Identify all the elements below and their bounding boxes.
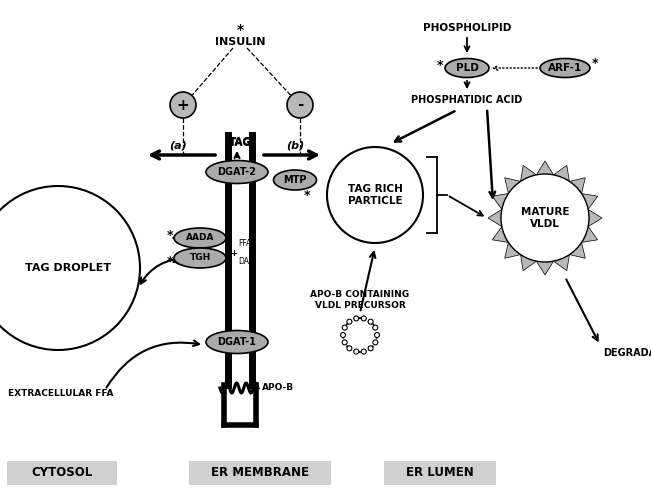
Text: *: * bbox=[167, 255, 173, 269]
Circle shape bbox=[342, 340, 347, 345]
Ellipse shape bbox=[174, 248, 226, 268]
Text: TAG RICH
PARTICLE: TAG RICH PARTICLE bbox=[348, 184, 402, 206]
Text: MTP: MTP bbox=[283, 175, 307, 185]
Ellipse shape bbox=[445, 59, 489, 78]
FancyBboxPatch shape bbox=[189, 461, 331, 485]
Text: +: + bbox=[230, 248, 238, 257]
Text: *: * bbox=[592, 57, 598, 69]
Circle shape bbox=[353, 349, 359, 354]
Polygon shape bbox=[553, 254, 570, 271]
Circle shape bbox=[373, 340, 378, 345]
Circle shape bbox=[373, 325, 378, 330]
Text: DAG: DAG bbox=[238, 257, 255, 267]
Circle shape bbox=[327, 147, 423, 243]
Text: DEGRADATION: DEGRADATION bbox=[603, 348, 651, 358]
Text: PLD: PLD bbox=[456, 63, 478, 73]
Text: *: * bbox=[167, 229, 173, 243]
Text: ARF-1: ARF-1 bbox=[548, 63, 582, 73]
Text: FFA: FFA bbox=[238, 240, 251, 248]
Circle shape bbox=[340, 333, 346, 338]
Polygon shape bbox=[492, 193, 508, 210]
Ellipse shape bbox=[174, 228, 226, 248]
Text: ER MEMBRANE: ER MEMBRANE bbox=[211, 466, 309, 480]
Text: APO-B: APO-B bbox=[262, 383, 294, 393]
Polygon shape bbox=[521, 165, 536, 182]
Text: -: - bbox=[297, 97, 303, 113]
Text: (a): (a) bbox=[169, 140, 187, 150]
Text: PHOSPHOLIPID: PHOSPHOLIPID bbox=[422, 23, 511, 33]
Text: TAG: TAG bbox=[229, 138, 251, 148]
Polygon shape bbox=[536, 161, 553, 175]
Polygon shape bbox=[492, 227, 508, 243]
Circle shape bbox=[368, 346, 373, 351]
Text: EXTRACELLULAR FFA: EXTRACELLULAR FFA bbox=[8, 389, 113, 398]
FancyBboxPatch shape bbox=[7, 461, 117, 485]
Text: DGAT-1: DGAT-1 bbox=[217, 337, 256, 347]
Circle shape bbox=[170, 92, 196, 118]
Text: AADA: AADA bbox=[186, 234, 214, 243]
Circle shape bbox=[353, 316, 359, 321]
Text: TAG DROPLET: TAG DROPLET bbox=[25, 263, 111, 273]
Polygon shape bbox=[488, 210, 502, 227]
Polygon shape bbox=[553, 165, 570, 182]
Polygon shape bbox=[570, 178, 585, 193]
Polygon shape bbox=[505, 243, 521, 258]
Text: PHOSPHATIDIC ACID: PHOSPHATIDIC ACID bbox=[411, 95, 523, 105]
Text: (b): (b) bbox=[286, 140, 304, 150]
Text: *: * bbox=[437, 60, 443, 72]
Polygon shape bbox=[536, 261, 553, 275]
Circle shape bbox=[342, 325, 347, 330]
Circle shape bbox=[368, 319, 373, 324]
Polygon shape bbox=[521, 254, 536, 271]
Ellipse shape bbox=[540, 59, 590, 78]
Text: MATURE
VLDL: MATURE VLDL bbox=[521, 207, 569, 229]
Text: TAG: TAG bbox=[229, 137, 251, 147]
Ellipse shape bbox=[206, 331, 268, 353]
Circle shape bbox=[0, 186, 140, 350]
Text: ER LUMEN: ER LUMEN bbox=[406, 466, 474, 480]
Text: CYTOSOL: CYTOSOL bbox=[31, 466, 92, 480]
Text: APO-B CONTAINING
VLDL PRECURSOR: APO-B CONTAINING VLDL PRECURSOR bbox=[311, 290, 409, 309]
Text: +: + bbox=[176, 97, 189, 113]
Text: *: * bbox=[304, 189, 311, 203]
Ellipse shape bbox=[206, 160, 268, 184]
Polygon shape bbox=[505, 178, 521, 193]
Circle shape bbox=[374, 333, 380, 338]
Text: DGAT-2: DGAT-2 bbox=[217, 167, 256, 177]
Text: INSULIN: INSULIN bbox=[215, 37, 265, 47]
Polygon shape bbox=[570, 243, 585, 258]
Circle shape bbox=[361, 316, 367, 321]
Polygon shape bbox=[581, 227, 598, 243]
Ellipse shape bbox=[273, 170, 316, 190]
Polygon shape bbox=[581, 193, 598, 210]
Circle shape bbox=[347, 346, 352, 351]
Circle shape bbox=[501, 174, 589, 262]
Circle shape bbox=[347, 319, 352, 324]
Text: *: * bbox=[236, 23, 243, 37]
Circle shape bbox=[361, 349, 367, 354]
FancyBboxPatch shape bbox=[384, 461, 496, 485]
Circle shape bbox=[287, 92, 313, 118]
Polygon shape bbox=[588, 210, 602, 227]
Text: TGH: TGH bbox=[189, 253, 211, 263]
